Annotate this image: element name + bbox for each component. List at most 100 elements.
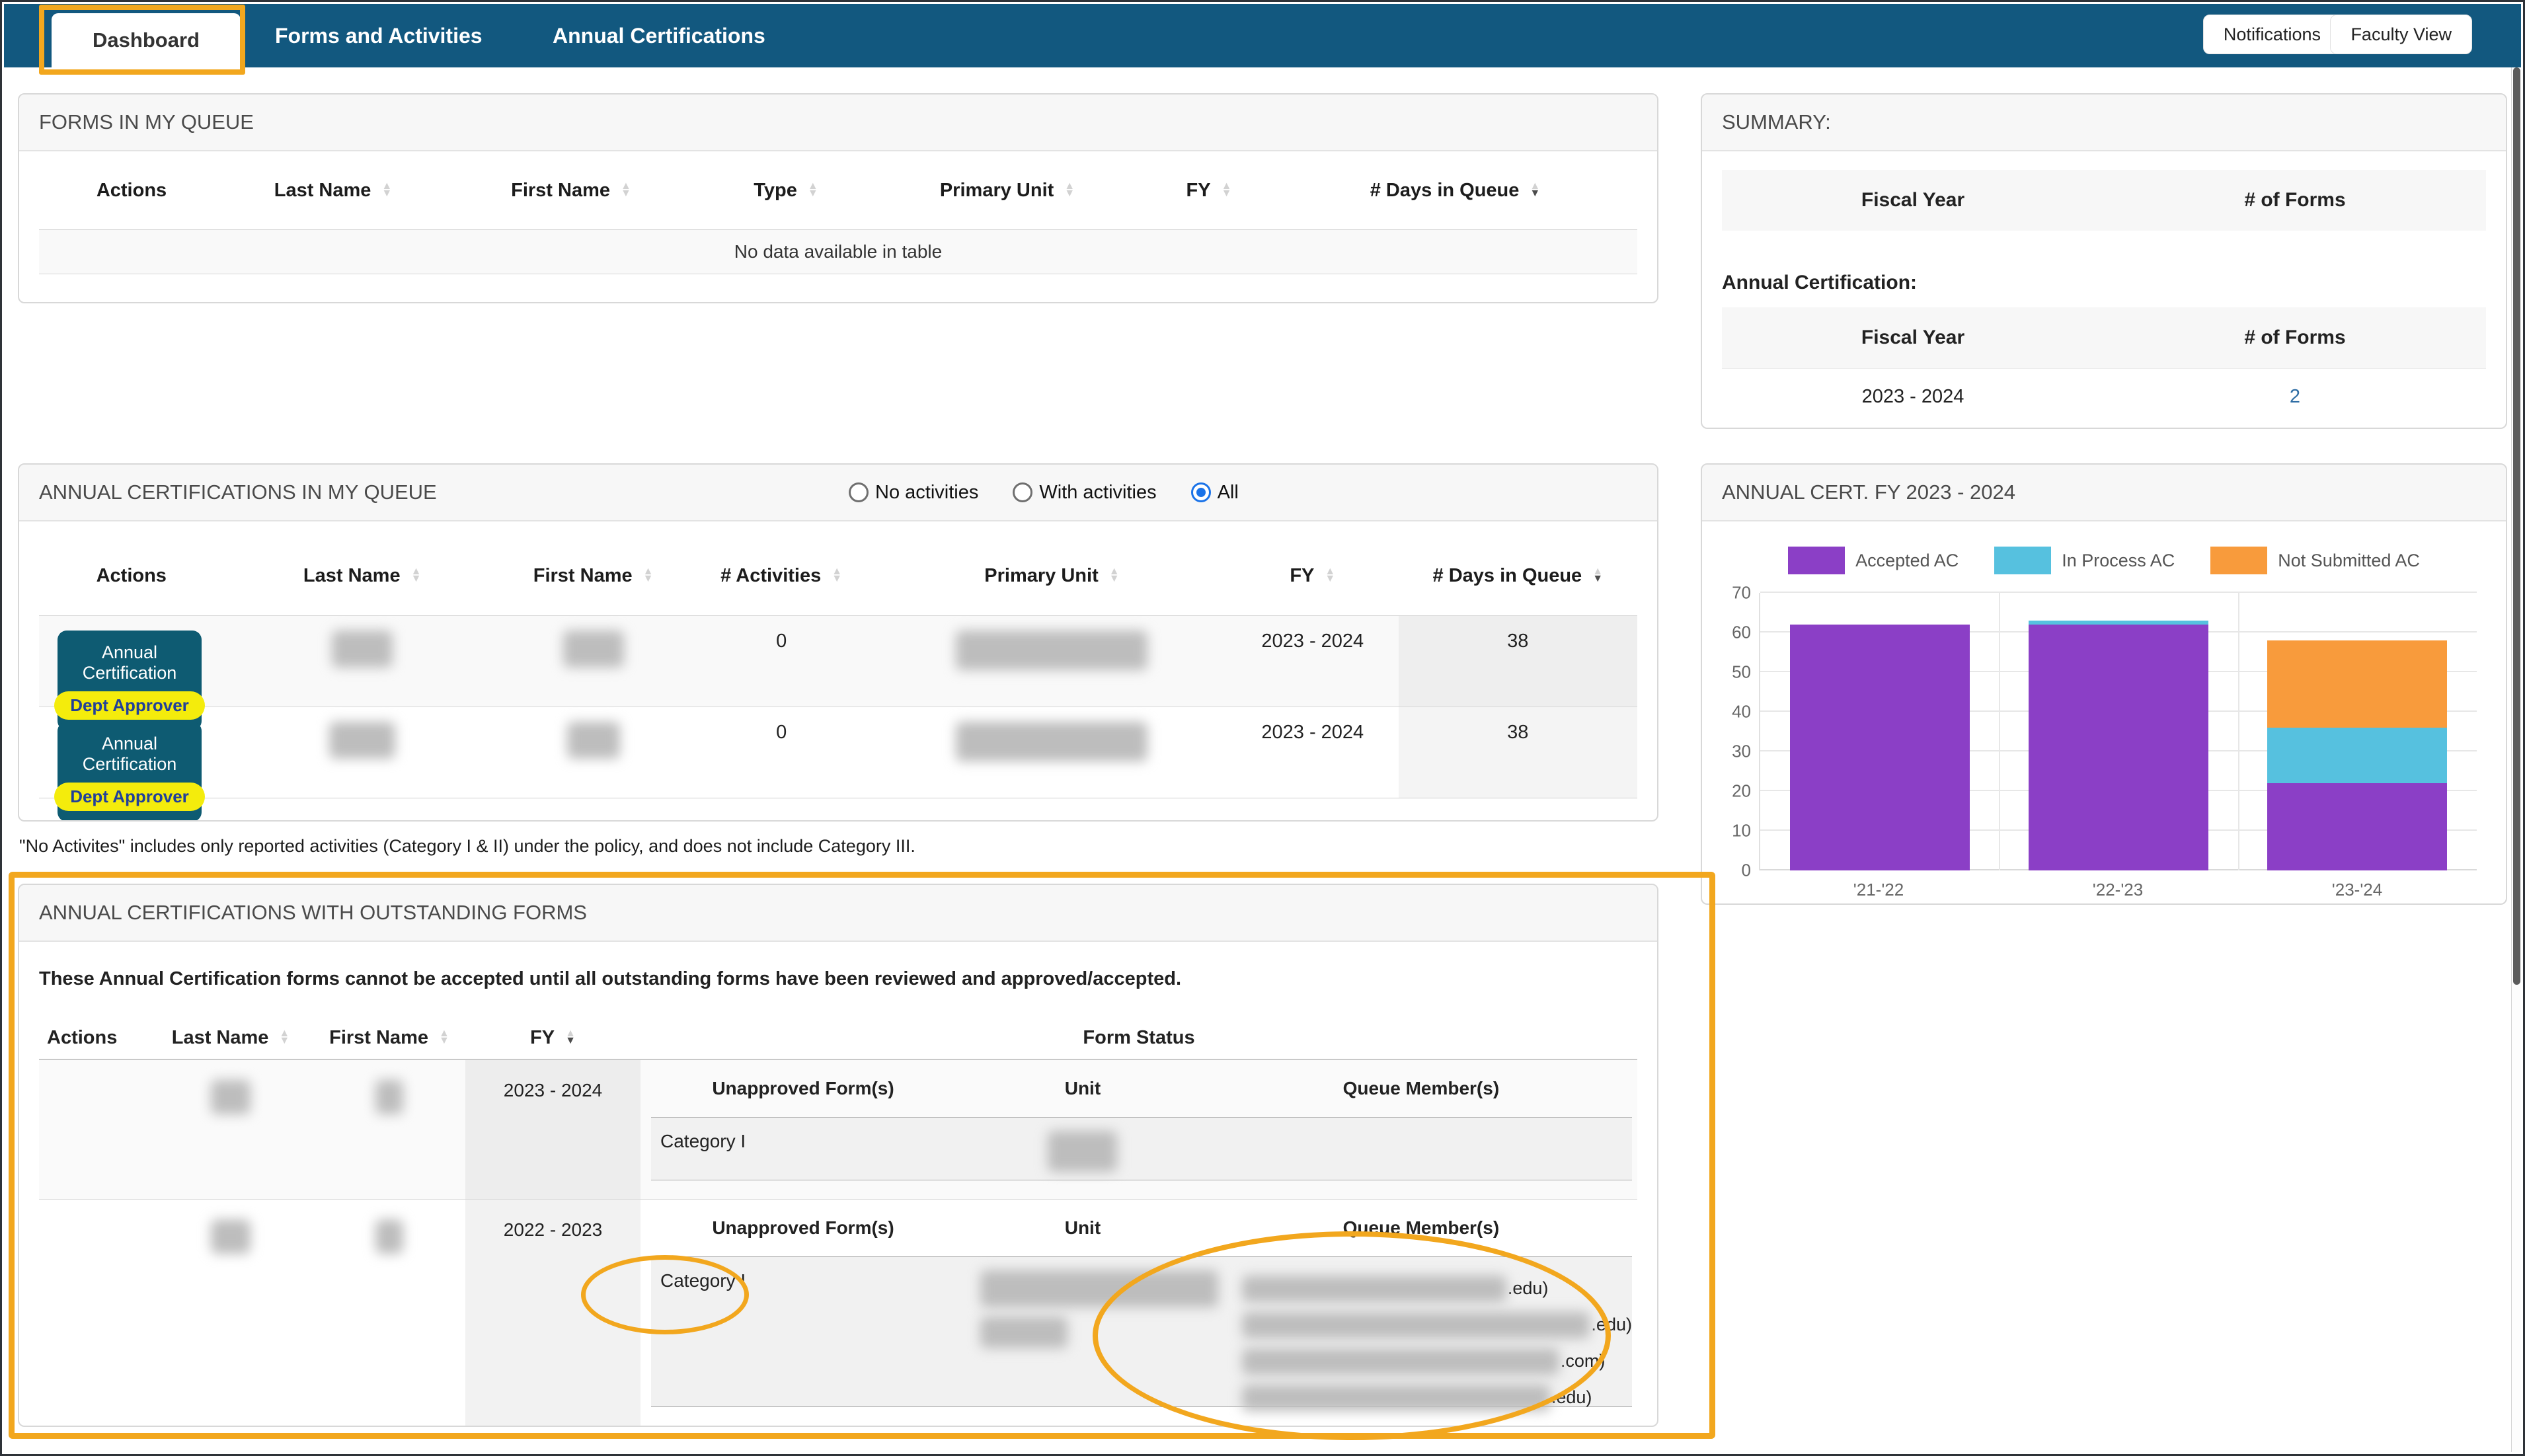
outstanding-panel-header: ANNUAL CERTIFICATIONS WITH OUTSTANDING F…	[19, 885, 1657, 942]
sort-icon: ▲ ▼	[279, 1028, 290, 1046]
y-tick-label: 50	[1732, 662, 1751, 682]
nested-table-row: Category I	[651, 1117, 1632, 1180]
bar-segment	[1789, 625, 1970, 870]
nested-table-header: Unapproved Form(s) Unit Queue Member(s)	[651, 1060, 1632, 1117]
column-num-forms: # of Forms	[2244, 189, 2346, 211]
redacted-last-name	[148, 1060, 313, 1199]
scrollbar-thumb[interactable]	[2513, 67, 2520, 985]
column-actions: Actions	[47, 1026, 118, 1048]
dept-approver-badge: Dept Approver	[54, 691, 205, 720]
bar-segment	[2267, 640, 2448, 728]
legend-item: Accepted AC	[1788, 547, 1959, 574]
column-fy[interactable]: FY ▲ ▼	[1186, 179, 1232, 201]
summary-forms-table-header: Fiscal Year # of Forms	[1722, 170, 2486, 231]
summary-ac-table-header: Fiscal Year # of Forms	[1722, 307, 2486, 368]
sort-icon: ▲ ▼	[1108, 566, 1120, 584]
legend-item: Not Submitted AC	[2210, 547, 2420, 574]
radio-icon	[849, 482, 869, 502]
annual-certification-button[interactable]: Annual Certification Dept Approver	[54, 722, 205, 820]
sort-icon: ▲ ▼	[807, 180, 818, 199]
column-first-name[interactable]: First Name ▲ ▼	[533, 564, 654, 586]
nested-table-header: Unapproved Form(s) Unit Queue Member(s)	[651, 1200, 1632, 1256]
notifications-button[interactable]: Notifications	[2202, 15, 2341, 54]
redacted-first-name	[501, 616, 686, 668]
redacted-first-name	[501, 707, 686, 759]
column-last-name[interactable]: Last Name ▲ ▼	[274, 179, 393, 201]
fy-value: 2023 - 2024	[1261, 631, 1364, 652]
outstanding-forms-panel: ANNUAL CERTIFICATIONS WITH OUTSTANDING F…	[18, 884, 1658, 1427]
num-forms-link[interactable]: 2	[2289, 386, 2301, 407]
annual-cert-chart-panel: ANNUAL CERT. FY 2023 - 2024 Accepted AC I…	[1701, 463, 2507, 905]
gridline	[1760, 592, 2477, 593]
legend-swatch	[2210, 547, 2268, 574]
y-axis-labels: 0 10 20 30 40 50 60 70	[1721, 583, 1759, 880]
form-status-nested-table: Unapproved Form(s) Unit Queue Member(s) …	[651, 1200, 1632, 1426]
faculty-view-button[interactable]: Faculty View	[2330, 15, 2472, 54]
chart-legend: Accepted AC In Process AC Not Submitted AC	[1702, 547, 2506, 574]
forms-in-my-queue-panel: FORMS IN MY QUEUE Actions Last Name ▲ ▼ Fi…	[18, 93, 1658, 303]
ac-in-my-queue-panel: ANNUAL CERTIFICATIONS IN MY QUEUE No act…	[18, 463, 1658, 822]
chart-area: 0 10 20 30 40 50 60 70	[1721, 583, 2477, 880]
redacted-unit	[955, 1257, 1219, 1406]
legend-item: In Process AC	[1994, 547, 2175, 574]
radio-icon	[1013, 482, 1033, 502]
forms-panel-header: FORMS IN MY QUEUE	[19, 95, 1657, 151]
column-primary-unit[interactable]: Primary Unit ▲ ▼	[939, 179, 1075, 201]
fiscal-year-value: 2023 - 2024	[1861, 386, 1964, 407]
column-days-in-queue[interactable]: # Days in Queue ▲ ▼	[1370, 179, 1541, 201]
gridline-vertical	[2237, 593, 2239, 870]
column-first-name[interactable]: First Name ▲ ▼	[511, 179, 631, 201]
column-first-name[interactable]: First Name ▲ ▼	[329, 1026, 449, 1048]
dept-approver-badge: Dept Approver	[54, 783, 205, 811]
table-row: 2022 - 2023 Unapproved Form(s) Unit Queu…	[39, 1199, 1637, 1426]
column-days-in-queue[interactable]: # Days in Queue ▲ ▼	[1432, 564, 1604, 586]
fy-value: 2022 - 2023	[465, 1200, 641, 1426]
radio-no-activities[interactable]: No activities	[849, 482, 978, 504]
table-row: Annual Certification Dept Approver 0 202…	[39, 707, 1637, 820]
column-type[interactable]: Type ▲ ▼	[754, 179, 818, 201]
no-activities-footnote: "No Activites" includes only reported ac…	[19, 836, 915, 856]
redacted-last-name	[224, 616, 501, 668]
y-tick-label: 60	[1732, 622, 1751, 642]
queue-members-cell	[1210, 1118, 1632, 1180]
legend-swatch	[1994, 547, 2052, 574]
tab-forms-and-activities[interactable]: Forms and Activities	[275, 23, 483, 48]
column-last-name[interactable]: Last Name ▲ ▼	[303, 564, 422, 586]
bar-group	[1760, 593, 1999, 870]
redacted-primary-unit	[877, 616, 1227, 670]
x-tick-label: '21-'22	[1853, 880, 1904, 900]
gridline-vertical	[1999, 593, 2001, 870]
unapproved-form-name: Category I	[660, 1131, 746, 1151]
radio-all[interactable]: All	[1190, 482, 1239, 504]
summary-panel-title: SUMMARY:	[1722, 110, 1831, 134]
column-fy[interactable]: FY ▲ ▼	[530, 1026, 576, 1048]
forms-table-header: Actions Last Name ▲ ▼ First Name ▲ ▼ Type ▲ ▼ …	[19, 151, 1657, 229]
column-last-name[interactable]: Last Name ▲ ▼	[171, 1026, 290, 1048]
x-axis-labels: '21-'22 '22-'23 '23-'24	[1759, 880, 2477, 900]
actions-cell	[39, 1060, 148, 1199]
column-primary-unit[interactable]: Primary Unit ▲ ▼	[984, 564, 1120, 586]
days-in-queue-value: 38	[1398, 616, 1637, 707]
sort-icon: ▲ ▼	[621, 180, 631, 199]
vertical-scrollbar[interactable]	[2511, 67, 2521, 1452]
outstanding-table-header: Actions Last Name ▲ ▼ First Name ▲ ▼ FY ▲ ▼ Fo…	[39, 1016, 1637, 1059]
column-actions: Actions	[96, 564, 167, 586]
annual-certification-label: Annual Certification:	[1722, 272, 1918, 293]
column-fy[interactable]: FY ▲ ▼	[1290, 564, 1336, 586]
form-status-nested-table: Unapproved Form(s) Unit Queue Member(s) …	[651, 1060, 1632, 1199]
y-tick-label: 70	[1732, 582, 1751, 603]
sort-icon: ▲ ▼	[439, 1028, 449, 1046]
radio-with-activities[interactable]: With activities	[1013, 482, 1157, 504]
sort-icon-active: ▲ ▼	[1592, 566, 1604, 584]
sort-icon: ▲ ▼	[1325, 566, 1336, 584]
sort-icon: ▲ ▼	[410, 566, 422, 584]
actions-cell	[39, 1200, 148, 1426]
column-actions: Actions	[96, 179, 167, 201]
tab-annual-certifications[interactable]: Annual Certifications	[553, 23, 765, 48]
legend-swatch	[1788, 547, 1845, 574]
column-num-activities[interactable]: # Activities ▲ ▼	[720, 564, 843, 586]
tab-dashboard[interactable]: Dashboard	[52, 13, 241, 67]
column-fiscal-year: Fiscal Year	[1861, 326, 1965, 348]
chart-panel-title: ANNUAL CERT. FY 2023 - 2024	[1722, 480, 2015, 504]
annual-certification-button[interactable]: Annual Certification Dept Approver	[54, 631, 205, 730]
